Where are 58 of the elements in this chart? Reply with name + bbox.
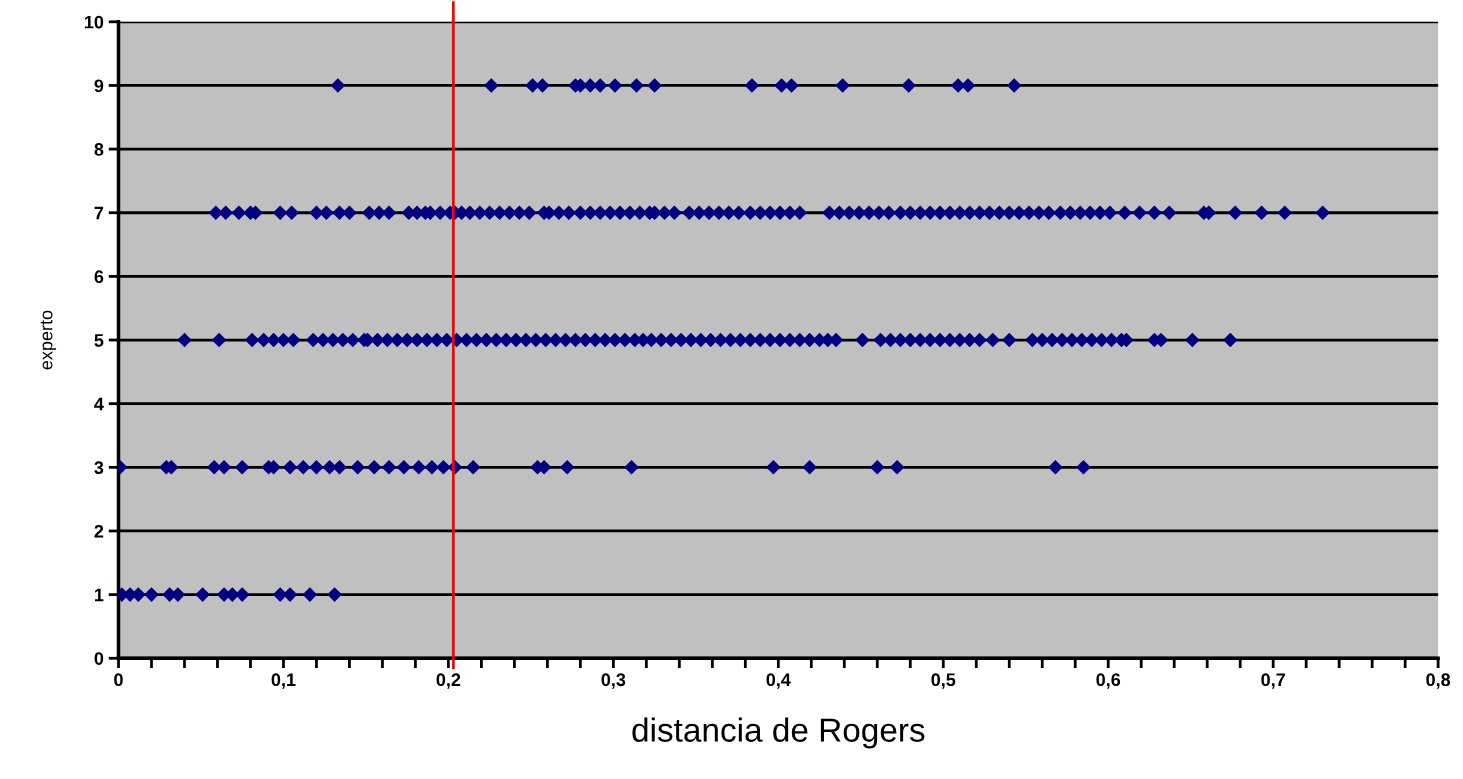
point bbox=[484, 78, 499, 93]
point bbox=[195, 587, 210, 602]
point bbox=[1006, 78, 1022, 93]
y-tick-label: 1 bbox=[95, 588, 104, 602]
point bbox=[302, 587, 318, 602]
x-tick-label: 0,2 bbox=[436, 673, 461, 689]
point bbox=[436, 460, 451, 475]
x-tick-label: 0,4 bbox=[766, 673, 791, 689]
point bbox=[234, 460, 250, 475]
x-tick-label: 0,5 bbox=[931, 673, 956, 689]
y-tick-label: 2 bbox=[94, 524, 104, 538]
point bbox=[396, 460, 412, 475]
x-tick-label: 0,1 bbox=[271, 673, 296, 689]
point bbox=[424, 460, 440, 475]
y-axis-title: experto bbox=[40, 310, 57, 370]
y-tick-label: 3 bbox=[94, 461, 104, 475]
point bbox=[901, 78, 916, 93]
point bbox=[835, 78, 850, 93]
point bbox=[465, 460, 481, 475]
point bbox=[295, 460, 311, 475]
point bbox=[535, 78, 550, 93]
point bbox=[607, 78, 623, 93]
point bbox=[784, 78, 799, 93]
x-tick-label: 0 bbox=[114, 673, 123, 687]
point bbox=[629, 78, 644, 93]
point bbox=[889, 460, 905, 475]
x-tick-label: 0,8 bbox=[1426, 673, 1451, 689]
point bbox=[282, 460, 298, 475]
point bbox=[766, 460, 781, 475]
point bbox=[1076, 460, 1091, 475]
point bbox=[559, 460, 575, 475]
point bbox=[350, 460, 365, 475]
point bbox=[647, 78, 662, 93]
point bbox=[1048, 460, 1063, 475]
x-tick-label: 0,3 bbox=[601, 673, 626, 689]
point bbox=[411, 460, 426, 475]
point bbox=[624, 460, 639, 475]
y-tick-label: 0 bbox=[94, 652, 104, 665]
y-tick-label: 6 bbox=[94, 270, 104, 284]
y-tick-label: 4 bbox=[94, 397, 104, 411]
y-tick-label: 9 bbox=[94, 79, 104, 93]
point bbox=[870, 460, 885, 475]
point bbox=[332, 460, 347, 475]
y-tick-label: 7 bbox=[94, 206, 104, 220]
x-tick-label: 0,7 bbox=[1261, 673, 1285, 689]
point bbox=[366, 460, 382, 475]
point bbox=[330, 78, 346, 93]
y-tick-label: 5 bbox=[94, 334, 104, 347]
y-tick-label: 8 bbox=[94, 143, 104, 156]
x-axis-title: distancia de Rogers bbox=[632, 717, 925, 749]
point bbox=[327, 587, 342, 602]
point bbox=[802, 460, 817, 475]
point bbox=[381, 460, 397, 475]
x-tick-label: 0,6 bbox=[1096, 673, 1121, 689]
point bbox=[309, 460, 324, 475]
y-tick-label: 10 bbox=[84, 15, 104, 29]
point bbox=[144, 587, 159, 602]
point bbox=[744, 78, 760, 93]
